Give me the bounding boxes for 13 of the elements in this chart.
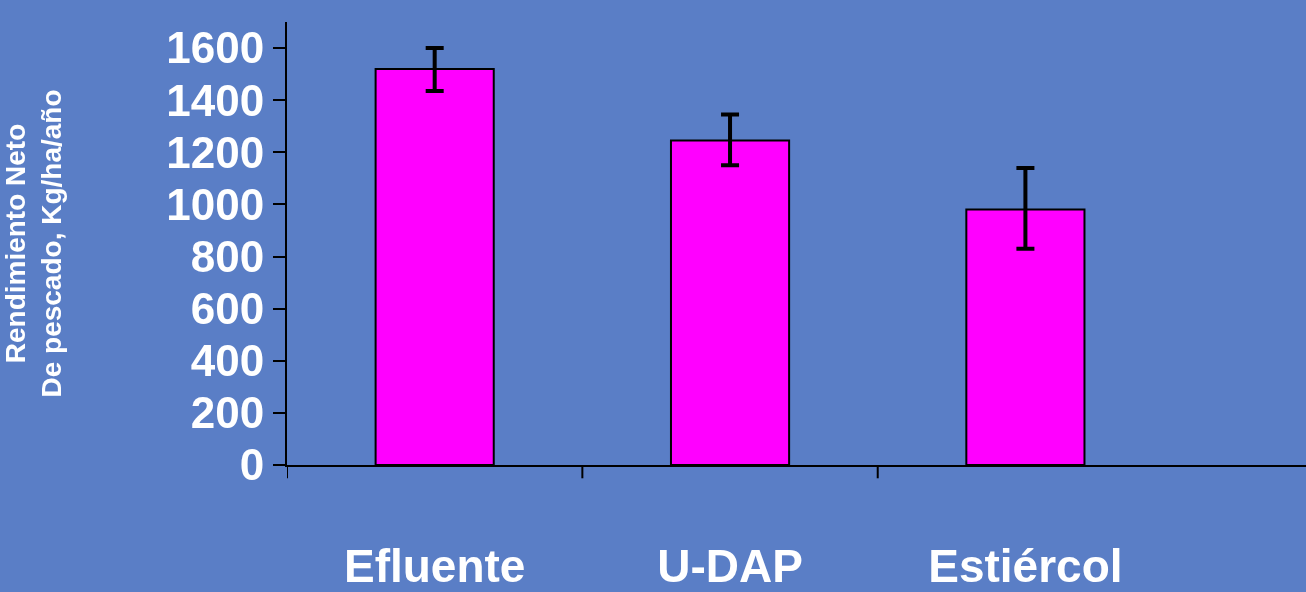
y-tick-label: 600 bbox=[190, 284, 265, 334]
x-tick-label: Efluente bbox=[343, 540, 526, 592]
x-tick-label: U-DAP bbox=[657, 540, 803, 592]
y-tick-label: 1200 bbox=[166, 127, 265, 177]
y-tick-label: 400 bbox=[190, 336, 265, 386]
y-tick-label: 1600 bbox=[166, 23, 265, 73]
y-tick-label: 800 bbox=[190, 231, 265, 281]
y-tick-label: 200 bbox=[190, 388, 265, 438]
y-tick-label: 1400 bbox=[166, 75, 265, 125]
y-tick-label: 1000 bbox=[166, 179, 265, 229]
y-tick-label: 0 bbox=[239, 440, 265, 490]
y-axis-title: Rendimiento Neto De pescado, Kg/ha/año bbox=[0, 89, 68, 398]
x-tick-label: Estiércol bbox=[928, 540, 1123, 592]
